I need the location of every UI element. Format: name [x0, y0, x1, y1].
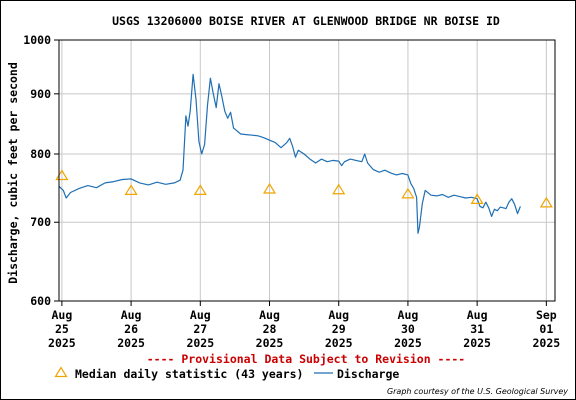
- x-tick-label: 27: [193, 322, 207, 336]
- y-tick-label: 800: [30, 147, 51, 161]
- x-tick-label: 2025: [532, 336, 560, 350]
- plot-border: [58, 39, 556, 302]
- x-tick-label: 01: [539, 322, 553, 336]
- legend: Median daily statistic (43 years) Discha…: [54, 366, 399, 381]
- x-tick-label: 2025: [48, 336, 76, 350]
- x-tick-label: 29: [332, 322, 346, 336]
- x-tick-label: Aug: [467, 308, 488, 322]
- x-tick-label: 25: [55, 322, 69, 336]
- legend-median-label: Median daily statistic (43 years): [75, 367, 303, 381]
- credit-text: Graph courtesy of the U.S. Geological Su…: [387, 387, 568, 396]
- y-tick-label: 1000: [23, 33, 51, 47]
- x-tick-label: 2025: [325, 336, 353, 350]
- x-tick-label: 31: [470, 322, 484, 336]
- x-tick-label: Sep: [536, 308, 557, 322]
- median-marker: [539, 196, 553, 208]
- x-tick-label: Aug: [328, 308, 349, 322]
- x-tick-label: 28: [263, 322, 277, 336]
- series-layer: [55, 73, 553, 234]
- x-tick-label: 26: [124, 322, 138, 336]
- x-tick-label: 30: [401, 322, 415, 336]
- plot-area: [59, 40, 555, 301]
- x-tick-label: Aug: [51, 308, 72, 322]
- median-marker: [193, 184, 207, 196]
- median-marker: [332, 183, 346, 195]
- median-marker: [401, 187, 415, 199]
- x-tick-label: Aug: [190, 308, 211, 322]
- median-marker: [470, 193, 484, 204]
- median-marker: [262, 182, 277, 194]
- x-tick-label: 2025: [186, 336, 214, 350]
- y-axis: 600 700 800 900 1000: [23, 33, 59, 308]
- x-tick-label: 2025: [394, 336, 422, 350]
- legend-discharge-label: Discharge: [337, 367, 399, 381]
- x-tick-label: Aug: [121, 308, 142, 322]
- legend-median-marker: [54, 366, 68, 378]
- grid-lines: [59, 40, 555, 301]
- chart-title: USGS 13206000 BOISE RIVER AT GLENWOOD BR…: [112, 14, 500, 28]
- x-tick-label: 2025: [256, 336, 284, 350]
- y-axis-label: Discharge, cubic feet per second: [6, 62, 20, 284]
- x-axis: Aug252025Aug262025Aug272025Aug282025Aug2…: [48, 301, 560, 350]
- x-tick-label: Aug: [259, 308, 280, 322]
- median-marker: [124, 184, 138, 196]
- x-tick-label: 2025: [117, 336, 145, 350]
- y-tick-label: 700: [30, 215, 51, 229]
- provisional-notice: ---- Provisional Data Subject to Revisio…: [147, 352, 466, 366]
- y-tick-label: 900: [30, 87, 51, 101]
- y-tick-label: 600: [30, 294, 51, 308]
- x-tick-label: Aug: [398, 308, 419, 322]
- x-tick-label: 2025: [463, 336, 491, 350]
- discharge-line: [58, 73, 521, 234]
